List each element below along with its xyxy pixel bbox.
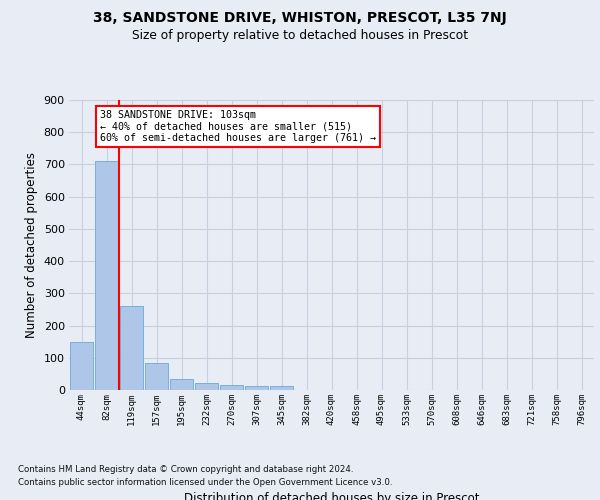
X-axis label: Distribution of detached houses by size in Prescot: Distribution of detached houses by size … bbox=[184, 492, 479, 500]
Bar bbox=[120, 306, 143, 390]
Text: 38 SANDSTONE DRIVE: 103sqm
← 40% of detached houses are smaller (515)
60% of sem: 38 SANDSTONE DRIVE: 103sqm ← 40% of deta… bbox=[100, 110, 376, 143]
Bar bbox=[170, 378, 193, 390]
Bar bbox=[195, 383, 218, 390]
Text: Size of property relative to detached houses in Prescot: Size of property relative to detached ho… bbox=[132, 29, 468, 42]
Text: 38, SANDSTONE DRIVE, WHISTON, PRESCOT, L35 7NJ: 38, SANDSTONE DRIVE, WHISTON, PRESCOT, L… bbox=[93, 11, 507, 25]
Bar bbox=[220, 386, 243, 390]
Bar bbox=[245, 386, 268, 390]
Text: Contains public sector information licensed under the Open Government Licence v3: Contains public sector information licen… bbox=[18, 478, 392, 487]
Text: Contains HM Land Registry data © Crown copyright and database right 2024.: Contains HM Land Registry data © Crown c… bbox=[18, 466, 353, 474]
Bar bbox=[145, 362, 168, 390]
Bar bbox=[70, 342, 93, 390]
Bar bbox=[270, 386, 293, 390]
Y-axis label: Number of detached properties: Number of detached properties bbox=[25, 152, 38, 338]
Bar bbox=[95, 161, 118, 390]
